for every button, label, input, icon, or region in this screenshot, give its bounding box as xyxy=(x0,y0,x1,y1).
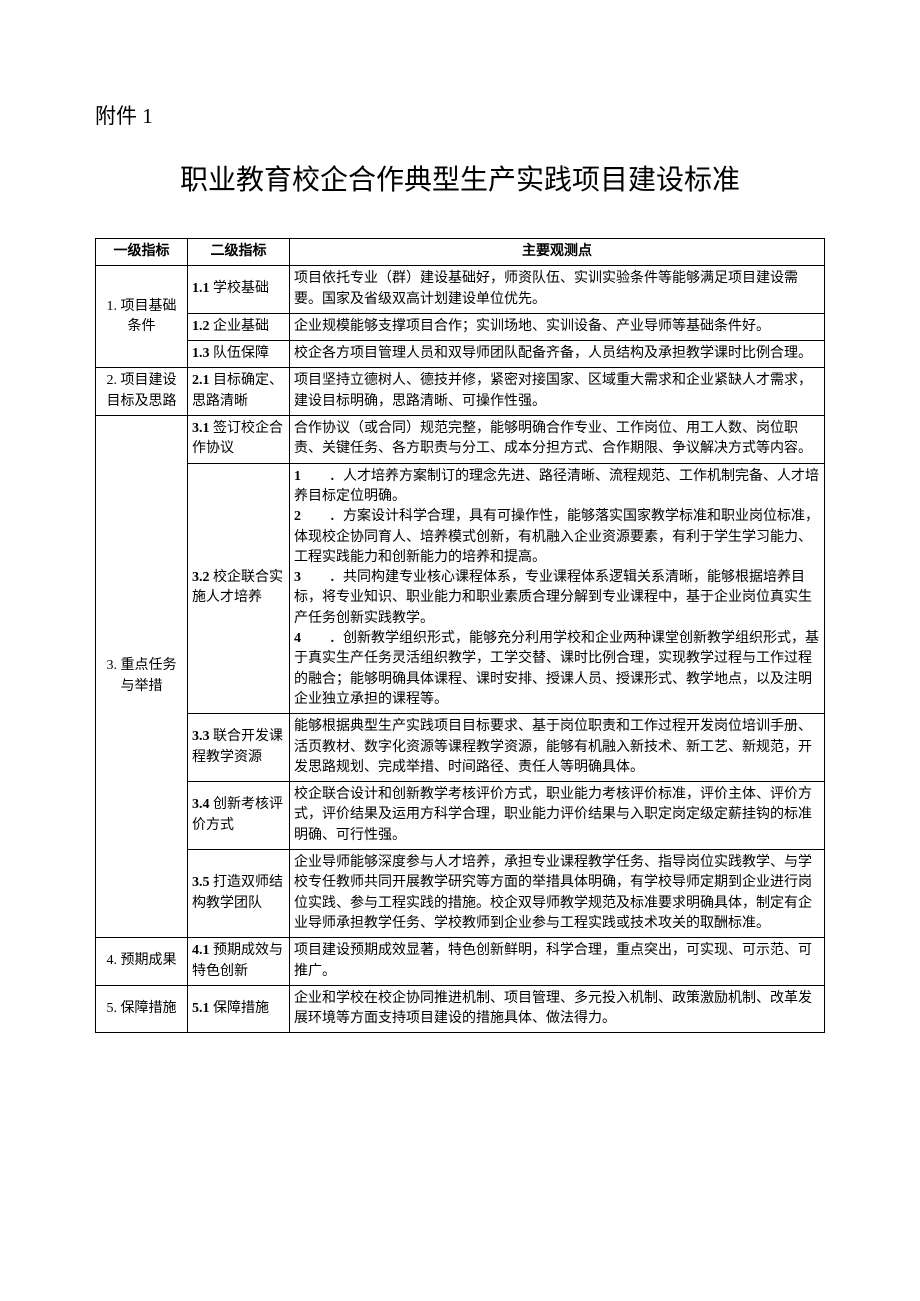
observation-cell: 校企联合设计和创新教学考核评价方式，职业能力考核评价标准，评价主体、评价方式，评… xyxy=(290,782,825,850)
secondary-indicator-cell: 2.1 目标确定、思路清晰 xyxy=(188,368,290,416)
secondary-indicator-cell: 3.2 校企联合实施人才培养 xyxy=(188,463,290,714)
table-row: 1. 项目基础条件1.1 学校基础项目依托专业（群）建设基础好，师资队伍、实训实… xyxy=(96,266,825,314)
document-title: 职业教育校企合作典型生产实践项目建设标准 xyxy=(95,158,825,198)
observation-cell: 企业导师能够深度参与人才培养，承担专业课程教学任务、指导岗位实践教学、与学校专任… xyxy=(290,850,825,938)
attachment-label: 附件 1 xyxy=(95,100,825,130)
observation-cell: 项目坚持立德树人、德技并修，紧密对接国家、区域重大需求和企业紧缺人才需求，建设目… xyxy=(290,368,825,416)
table-row: 3.5 打造双师结构教学团队企业导师能够深度参与人才培养，承担专业课程教学任务、… xyxy=(96,850,825,938)
primary-indicator-cell: 3. 重点任务与举措 xyxy=(96,416,188,938)
primary-indicator-cell: 2. 项目建设目标及思路 xyxy=(96,368,188,416)
header-primary-indicator: 一级指标 xyxy=(96,239,188,266)
primary-indicator-cell: 4. 预期成果 xyxy=(96,938,188,986)
secondary-indicator-cell: 3.3 联合开发课程教学资源 xyxy=(188,714,290,782)
header-observation-points: 主要观测点 xyxy=(290,239,825,266)
table-row: 1.2 企业基础企业规模能够支撑项目合作；实训场地、实训设备、产业导师等基础条件… xyxy=(96,313,825,340)
observation-cell: 项目依托专业（群）建设基础好，师资队伍、实训实验条件等能够满足项目建设需要。国家… xyxy=(290,266,825,314)
table-header-row: 一级指标 二级指标 主要观测点 xyxy=(96,239,825,266)
secondary-indicator-cell: 3.5 打造双师结构教学团队 xyxy=(188,850,290,938)
observation-cell: 1 ．人才培养方案制订的理念先进、路径清晰、流程规范、工作机制完备、人才培养目标… xyxy=(290,463,825,714)
table-row: 3.2 校企联合实施人才培养1 ．人才培养方案制订的理念先进、路径清晰、流程规范… xyxy=(96,463,825,714)
observation-cell: 校企各方项目管理人员和双导师团队配备齐备，人员结构及承担教学课时比例合理。 xyxy=(290,341,825,368)
standards-table: 一级指标 二级指标 主要观测点 1. 项目基础条件1.1 学校基础项目依托专业（… xyxy=(95,238,825,1033)
table-row: 3.3 联合开发课程教学资源能够根据典型生产实践项目目标要求、基于岗位职责和工作… xyxy=(96,714,825,782)
header-secondary-indicator: 二级指标 xyxy=(188,239,290,266)
observation-cell: 企业规模能够支撑项目合作；实训场地、实训设备、产业导师等基础条件好。 xyxy=(290,313,825,340)
primary-indicator-cell: 5. 保障措施 xyxy=(96,985,188,1033)
primary-indicator-cell: 1. 项目基础条件 xyxy=(96,266,188,368)
table-row: 4. 预期成果4.1 预期成效与特色创新项目建设预期成效显著，特色创新鲜明，科学… xyxy=(96,938,825,986)
table-body: 1. 项目基础条件1.1 学校基础项目依托专业（群）建设基础好，师资队伍、实训实… xyxy=(96,266,825,1033)
secondary-indicator-cell: 3.1 签订校企合作协议 xyxy=(188,416,290,464)
secondary-indicator-cell: 1.1 学校基础 xyxy=(188,266,290,314)
document-page: 附件 1 职业教育校企合作典型生产实践项目建设标准 一级指标 二级指标 主要观测… xyxy=(0,0,920,1093)
observation-cell: 企业和学校在校企协同推进机制、项目管理、多元投入机制、政策激励机制、改革发展环境… xyxy=(290,985,825,1033)
table-row: 3.4 创新考核评价方式校企联合设计和创新教学考核评价方式，职业能力考核评价标准… xyxy=(96,782,825,850)
observation-cell: 项目建设预期成效显著，特色创新鲜明，科学合理，重点突出，可实现、可示范、可推广。 xyxy=(290,938,825,986)
secondary-indicator-cell: 3.4 创新考核评价方式 xyxy=(188,782,290,850)
secondary-indicator-cell: 4.1 预期成效与特色创新 xyxy=(188,938,290,986)
table-row: 5. 保障措施5.1 保障措施企业和学校在校企协同推进机制、项目管理、多元投入机… xyxy=(96,985,825,1033)
secondary-indicator-cell: 1.2 企业基础 xyxy=(188,313,290,340)
table-row: 2. 项目建设目标及思路2.1 目标确定、思路清晰项目坚持立德树人、德技并修，紧… xyxy=(96,368,825,416)
observation-cell: 合作协议（或合同）规范完整，能够明确合作专业、工作岗位、用工人数、岗位职责、关键… xyxy=(290,416,825,464)
secondary-indicator-cell: 5.1 保障措施 xyxy=(188,985,290,1033)
observation-cell: 能够根据典型生产实践项目目标要求、基于岗位职责和工作过程开发岗位培训手册、活页教… xyxy=(290,714,825,782)
secondary-indicator-cell: 1.3 队伍保障 xyxy=(188,341,290,368)
table-row: 1.3 队伍保障校企各方项目管理人员和双导师团队配备齐备，人员结构及承担教学课时… xyxy=(96,341,825,368)
table-row: 3. 重点任务与举措3.1 签订校企合作协议合作协议（或合同）规范完整，能够明确… xyxy=(96,416,825,464)
